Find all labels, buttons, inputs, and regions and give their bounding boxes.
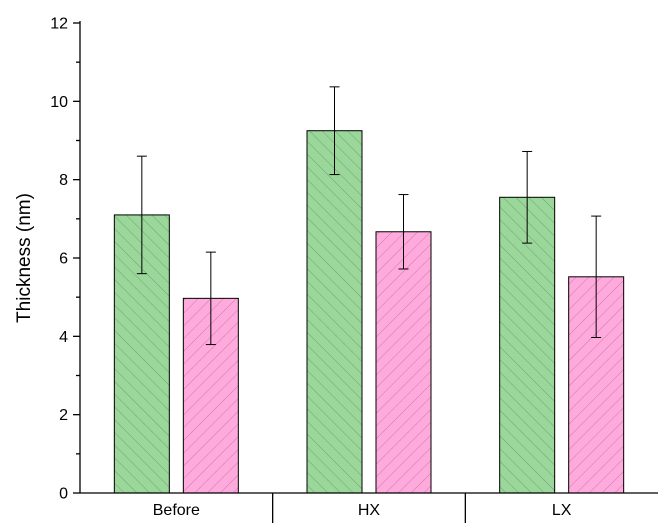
x-tick-label-before: Before	[153, 502, 200, 519]
y-axis-title: Thickness (nm)	[14, 193, 35, 323]
y-tick-label: 6	[59, 251, 68, 268]
y-tick-label: 4	[59, 329, 68, 346]
bar-hx-series-2	[375, 231, 432, 494]
y-tick-label: 10	[50, 94, 68, 111]
x-tick-label-hx: HX	[358, 502, 381, 519]
y-tick-label: 12	[50, 16, 68, 33]
y-tick-label: 8	[59, 172, 68, 189]
y-tick-label: 2	[59, 407, 68, 424]
bar-hx-series-1	[306, 130, 363, 494]
x-tick-label-lx: LX	[552, 502, 572, 519]
error-bars-layer	[136, 86, 602, 346]
y-tick-label: 0	[59, 486, 68, 503]
bars-layer	[113, 130, 625, 494]
axes-layer: 0 2 4 6 8 10 12 Before HX LX	[50, 16, 658, 523]
